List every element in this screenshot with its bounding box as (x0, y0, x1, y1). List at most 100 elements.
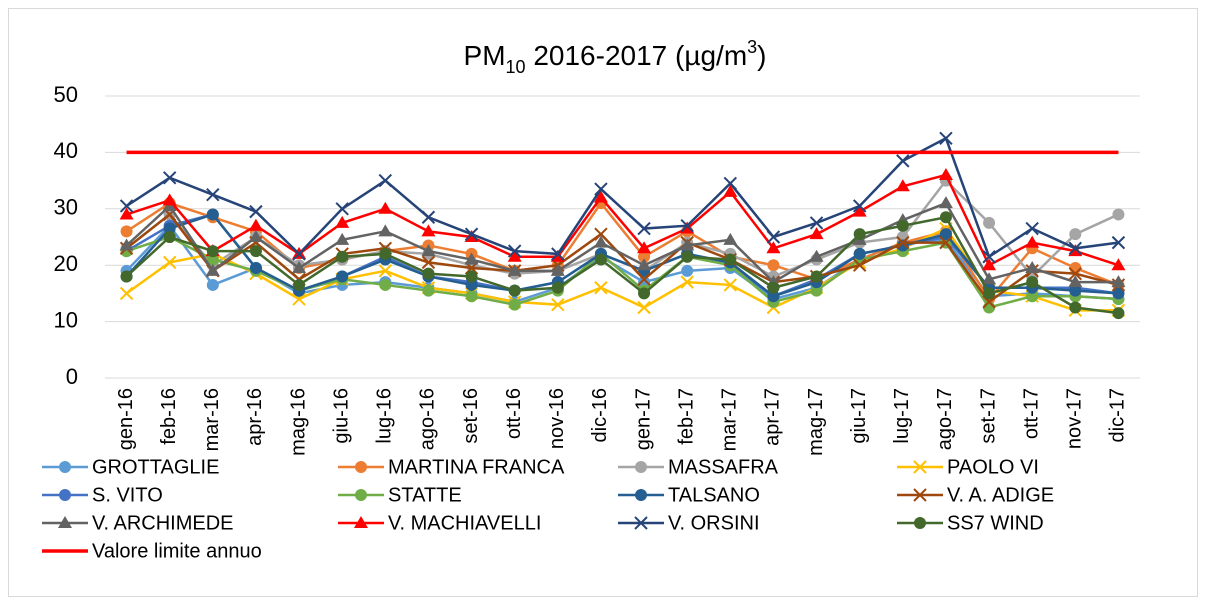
point (379, 247, 392, 260)
x-tick-label: nov-17 (1064, 388, 1086, 449)
point (119, 207, 134, 220)
point (723, 278, 738, 292)
point (464, 227, 479, 241)
legend-label: STATTE (388, 484, 462, 506)
point (378, 173, 393, 188)
point (896, 219, 909, 232)
point (550, 263, 565, 276)
legend-marker (914, 517, 926, 529)
point (1111, 275, 1126, 288)
point (939, 131, 953, 146)
title-part: 2016-2017 (µg/m (526, 40, 748, 71)
x-tick-label: feb-16 (158, 388, 180, 445)
point (292, 247, 306, 261)
x-tick-label: mar-16 (201, 388, 223, 451)
x-tick-label: giu-16 (330, 388, 352, 444)
point (680, 275, 694, 289)
point (852, 204, 867, 217)
point (507, 263, 522, 276)
point (809, 227, 824, 240)
point (766, 230, 781, 244)
point (421, 210, 436, 224)
point (594, 253, 607, 266)
x-tick-label: set-17 (977, 388, 999, 444)
y-tick-label: 0 (66, 364, 78, 389)
point (637, 221, 651, 236)
point (421, 224, 436, 237)
legend-marker (355, 461, 367, 473)
point (206, 253, 219, 266)
point (508, 284, 521, 297)
point (508, 298, 521, 311)
x-tick-label: nov-16 (546, 388, 568, 449)
point (1112, 287, 1125, 300)
point (163, 222, 176, 235)
point (336, 270, 349, 283)
x-tick-label: gen-17 (632, 388, 654, 450)
legend-label: TALSANO (668, 484, 760, 506)
point (637, 272, 651, 287)
point (378, 264, 393, 278)
point (638, 287, 651, 300)
point (939, 228, 952, 241)
legend-marker (634, 516, 648, 530)
point (248, 230, 263, 242)
x-tick-label: apr-16 (244, 388, 266, 446)
point (680, 219, 694, 233)
point (1068, 275, 1083, 288)
point (378, 201, 393, 214)
x-tick-label: lug-16 (374, 388, 396, 444)
point (809, 216, 824, 230)
point (120, 225, 133, 238)
point (162, 255, 177, 270)
point (593, 235, 608, 248)
point (723, 184, 738, 197)
title-part: 3 (747, 37, 757, 57)
x-tick-label: giu-17 (848, 388, 870, 444)
point (594, 281, 608, 295)
title-part: PM (464, 40, 506, 71)
x-tick-label: set-16 (460, 388, 482, 444)
point (1111, 235, 1126, 250)
x-tick-label: ott-17 (1020, 388, 1042, 439)
point (767, 290, 780, 303)
point (422, 267, 435, 280)
point (422, 284, 435, 297)
legend-item: V. A. ADIGE (897, 484, 1054, 506)
point (335, 202, 349, 216)
point (723, 176, 738, 191)
point (638, 250, 651, 263)
point (119, 238, 134, 251)
point (1026, 290, 1039, 303)
legend-marker (354, 516, 368, 528)
point (1069, 301, 1082, 314)
point (982, 258, 997, 271)
series-line (125, 226, 1119, 312)
point (292, 261, 307, 274)
point (551, 247, 565, 261)
point (206, 208, 219, 221)
x-tick-label: dic-17 (1107, 388, 1129, 442)
point (637, 300, 651, 315)
legend-item: S. VITO (42, 484, 163, 506)
legend-label: PAOLO VI (947, 456, 1039, 478)
legend-item: MARTINA FRANCA (338, 456, 565, 478)
point (249, 245, 262, 258)
legend-marker (58, 516, 72, 528)
series-line (126, 173, 1119, 267)
legend-label: Valore limite annuo (92, 540, 262, 562)
point (896, 235, 910, 250)
point (895, 179, 910, 192)
series-line (125, 215, 1119, 315)
point (853, 228, 866, 241)
point (681, 250, 694, 263)
legend-item: GROTTAGLIE (42, 456, 219, 478)
point (206, 245, 219, 258)
y-tick-label: 40 (54, 138, 78, 163)
x-tick-label: ago-16 (417, 388, 439, 450)
point (249, 262, 262, 275)
point (766, 241, 781, 254)
series-line (125, 136, 1119, 259)
point (248, 218, 263, 231)
